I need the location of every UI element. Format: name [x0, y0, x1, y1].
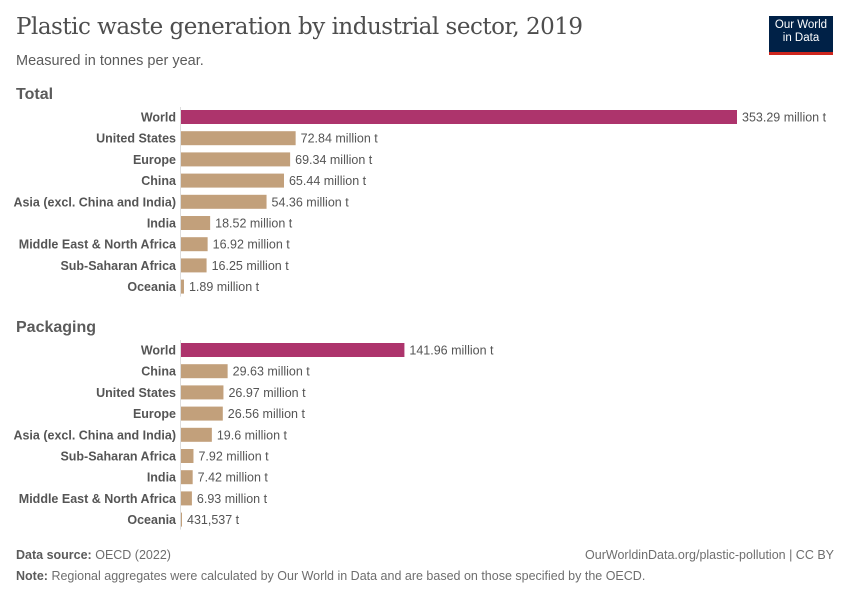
category-label: Asia (excl. China and India) [13, 428, 176, 442]
bar[interactable] [181, 258, 207, 273]
value-label: 69.34 million t [295, 153, 373, 167]
bar[interactable] [181, 216, 211, 230]
value-label: 16.25 million t [212, 259, 290, 273]
value-label: 65.44 million t [289, 174, 367, 188]
bar[interactable] [181, 449, 194, 463]
value-label: 431,537 t [187, 513, 240, 527]
value-label: 141.96 million t [409, 344, 494, 358]
category-label: Asia (excl. China and India) [13, 195, 176, 209]
owid-logo[interactable]: Our World in Data [769, 16, 833, 55]
category-label: United States [96, 386, 176, 400]
bar[interactable] [181, 131, 296, 146]
value-label: 353.29 million t [742, 111, 827, 125]
category-label: China [141, 365, 177, 379]
chart-subtitle: Measured in tonnes per year. [16, 53, 204, 69]
category-label: India [147, 471, 177, 485]
bar[interactable] [181, 343, 405, 357]
category-label: Oceania [127, 513, 177, 527]
value-label: 29.63 million t [233, 365, 311, 379]
category-label: Middle East & North Africa [19, 492, 177, 506]
logo-line2: in Data [782, 32, 820, 44]
note-label: Note: [16, 569, 48, 583]
category-label: Sub-Saharan Africa [60, 259, 177, 273]
category-label: Europe [133, 153, 176, 167]
category-label: World [141, 344, 176, 358]
logo-line1: Our World [774, 19, 828, 31]
bar[interactable] [181, 194, 267, 209]
category-label: China [141, 174, 177, 188]
category-label: Oceania [127, 280, 177, 294]
value-label: 26.56 million t [228, 407, 306, 421]
bar[interactable] [181, 152, 291, 167]
bar[interactable] [181, 110, 737, 124]
bar[interactable] [181, 512, 182, 527]
bar[interactable] [181, 279, 184, 294]
section-title: Packaging [16, 319, 96, 336]
bar[interactable] [181, 237, 208, 252]
bar[interactable] [181, 364, 228, 379]
value-label: 19.6 million t [217, 428, 288, 442]
category-label: Europe [133, 407, 176, 421]
source-url[interactable]: OurWorldinData.org/plastic-pollution | C… [585, 548, 834, 562]
value-label: 7.42 million t [198, 471, 269, 485]
category-label: World [141, 111, 176, 125]
bar[interactable] [181, 385, 224, 400]
value-label: 26.97 million t [228, 386, 306, 400]
chart-title: Plastic waste generation by industrial s… [16, 14, 583, 40]
bar[interactable] [181, 427, 212, 442]
value-label: 72.84 million t [301, 132, 379, 146]
source-label: Data source: [16, 548, 92, 562]
value-label: 54.36 million t [272, 195, 350, 209]
bar[interactable] [181, 406, 223, 421]
data-source: Data source: OECD (2022) [16, 548, 171, 562]
bar[interactable] [181, 491, 192, 506]
value-label: 1.89 million t [189, 280, 260, 294]
source-text[interactable]: OECD (2022) [95, 548, 171, 562]
bar[interactable] [181, 470, 193, 485]
category-label: Sub-Saharan Africa [60, 450, 177, 464]
note: Note: Regional aggregates were calculate… [16, 569, 645, 583]
category-label: India [147, 217, 177, 231]
category-label: Middle East & North Africa [19, 238, 177, 252]
section-title: Total [16, 86, 53, 103]
value-label: 6.93 million t [197, 492, 268, 506]
value-label: 7.92 million t [198, 450, 269, 464]
note-text: Regional aggregates were calculated by O… [51, 569, 646, 583]
bar[interactable] [181, 173, 284, 188]
value-label: 18.52 million t [215, 217, 293, 231]
category-label: United States [96, 132, 176, 146]
value-label: 16.92 million t [213, 238, 291, 252]
